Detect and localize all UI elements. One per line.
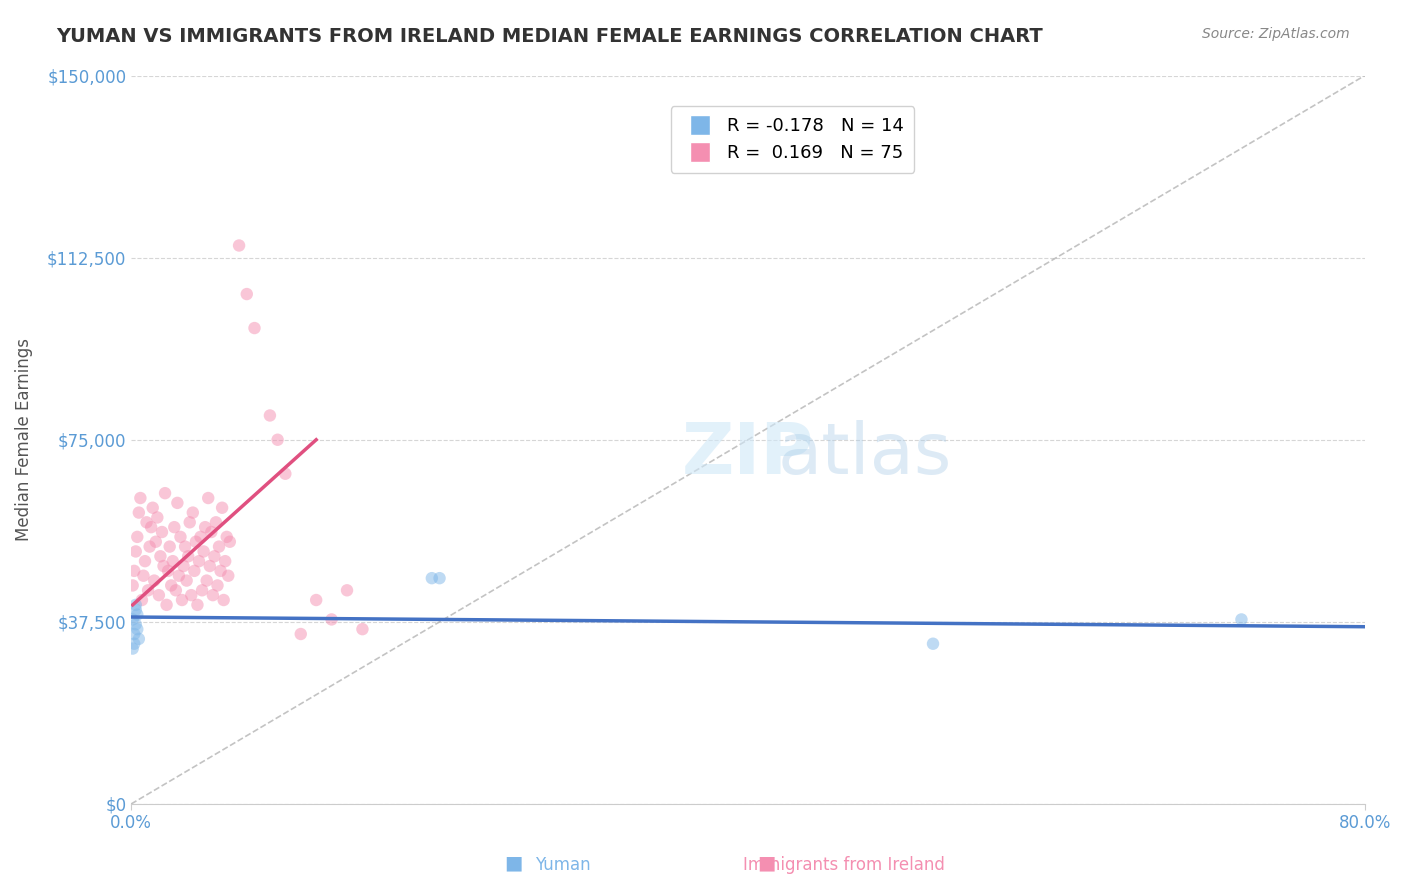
Point [205,516,228,530]
Legend: R = -0.178   N = 14, R =  0.169   N = 75: R = -0.178 N = 14, R = 0.169 N = 75 [671,106,914,173]
Text: ■: ■ [503,854,523,872]
Point [169,530,191,544]
Text: Yuman: Yuman [534,856,591,874]
Point [153,486,176,500]
Text: Source: ZipAtlas.com: Source: ZipAtlas.com [1202,27,1350,41]
Point [152,559,174,574]
Point [170,593,193,607]
Point [129,491,152,505]
Point [191,583,214,598]
Y-axis label: Median Female Earnings: Median Female Earnings [15,338,32,541]
Point [131,593,153,607]
Point [922,637,945,651]
Point [193,544,215,558]
Point [228,238,250,252]
Point [125,598,148,612]
Point [179,516,201,530]
Point [181,506,204,520]
Point [207,578,229,592]
Point [352,622,374,636]
Point [134,554,156,568]
Point [127,622,149,636]
Point [122,637,145,651]
Point [127,530,149,544]
Text: atlas: atlas [778,420,952,489]
Point [166,496,188,510]
Point [197,491,219,505]
Point [321,612,343,626]
Point [188,554,211,568]
Point [150,524,173,539]
Point [157,564,180,578]
Point [420,571,443,585]
Point [218,534,240,549]
Point [149,549,172,564]
Point [202,549,225,564]
Point [174,540,197,554]
Point [266,433,288,447]
Point [143,574,166,588]
Point [194,520,217,534]
Point [200,524,222,539]
Point [211,500,233,515]
Text: ■: ■ [756,854,776,872]
Point [290,627,312,641]
Point [160,578,183,592]
Point [121,612,143,626]
Point [429,571,451,585]
Point [128,632,150,646]
Point [176,574,198,588]
Point [145,534,167,549]
Point [212,593,235,607]
Point [214,554,236,568]
Point [128,506,150,520]
Point [136,583,159,598]
Point [125,544,148,558]
Point [132,568,155,582]
Point [146,510,169,524]
Point [173,559,195,574]
Point [121,641,143,656]
Point [122,627,145,641]
Point [305,593,328,607]
Point [184,534,207,549]
Point [141,520,163,534]
Point [138,540,160,554]
Point [190,530,212,544]
Point [127,607,149,622]
Point [167,568,190,582]
Point [177,549,200,564]
Text: Immigrants from Ireland: Immigrants from Ireland [742,856,945,874]
Point [186,598,208,612]
Text: YUMAN VS IMMIGRANTS FROM IRELAND MEDIAN FEMALE EARNINGS CORRELATION CHART: YUMAN VS IMMIGRANTS FROM IRELAND MEDIAN … [56,27,1043,45]
Point [121,578,143,592]
Point [142,500,165,515]
Point [201,588,224,602]
Point [274,467,297,481]
Text: ZIP: ZIP [682,420,814,489]
Point [1230,612,1253,626]
Point [217,568,239,582]
Point [122,564,145,578]
Point [155,598,177,612]
Point [208,540,231,554]
Point [183,564,205,578]
Point [162,554,184,568]
Point [165,583,187,598]
Point [336,583,359,598]
Point [148,588,170,602]
Point [125,603,148,617]
Point [180,588,202,602]
Point [198,559,221,574]
Point [159,540,181,554]
Point [135,516,157,530]
Point [243,321,266,335]
Point [236,287,259,301]
Point [259,409,281,423]
Point [209,564,232,578]
Point [163,520,186,534]
Point [195,574,218,588]
Point [215,530,238,544]
Point [125,617,148,632]
